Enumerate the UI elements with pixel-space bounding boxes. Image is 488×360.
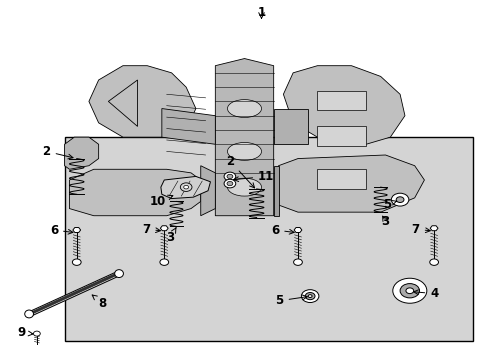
Bar [317,169,366,189]
Circle shape [307,295,311,297]
Circle shape [180,183,192,192]
Ellipse shape [227,178,261,196]
Circle shape [224,179,235,188]
Circle shape [390,193,408,206]
Bar [64,137,472,341]
Text: 3: 3 [381,215,389,228]
Text: 1: 1 [257,6,265,19]
Bar [317,91,366,111]
Circle shape [183,185,188,189]
Circle shape [395,197,403,203]
Circle shape [293,259,302,265]
Circle shape [301,290,318,302]
Ellipse shape [227,100,261,117]
Polygon shape [69,169,201,216]
Polygon shape [429,226,437,231]
Text: 10: 10 [149,195,172,208]
Polygon shape [273,166,278,216]
Text: 7: 7 [411,223,429,236]
Circle shape [392,278,426,303]
Polygon shape [108,80,137,126]
Circle shape [226,181,232,186]
Text: 8: 8 [92,295,106,310]
Text: 3: 3 [166,228,176,244]
Circle shape [72,259,81,265]
Text: 5: 5 [382,198,396,211]
Text: 2: 2 [42,145,73,159]
Polygon shape [161,176,210,199]
Text: 6: 6 [50,224,73,237]
Circle shape [33,331,40,336]
Text: 11: 11 [233,170,274,183]
Polygon shape [215,59,273,216]
Text: 4: 4 [413,287,438,300]
Ellipse shape [25,310,33,318]
Circle shape [226,174,232,179]
Polygon shape [293,228,301,233]
Text: 5: 5 [275,294,306,307]
Polygon shape [73,228,81,233]
Circle shape [160,259,168,265]
Polygon shape [89,66,196,137]
Circle shape [405,288,413,294]
Text: 2: 2 [226,155,254,188]
Polygon shape [162,109,215,144]
Polygon shape [273,109,307,144]
Polygon shape [64,137,99,169]
Ellipse shape [227,143,261,160]
Circle shape [305,293,314,300]
Text: 6: 6 [270,224,294,237]
Polygon shape [28,271,122,318]
Circle shape [429,259,438,265]
Text: 7: 7 [142,223,160,236]
Polygon shape [283,66,404,144]
Polygon shape [160,226,168,231]
Circle shape [399,284,419,298]
Polygon shape [278,155,424,212]
Text: 9: 9 [18,327,33,339]
Bar [317,126,366,146]
Ellipse shape [115,270,123,278]
Polygon shape [201,166,215,216]
Circle shape [224,172,235,181]
